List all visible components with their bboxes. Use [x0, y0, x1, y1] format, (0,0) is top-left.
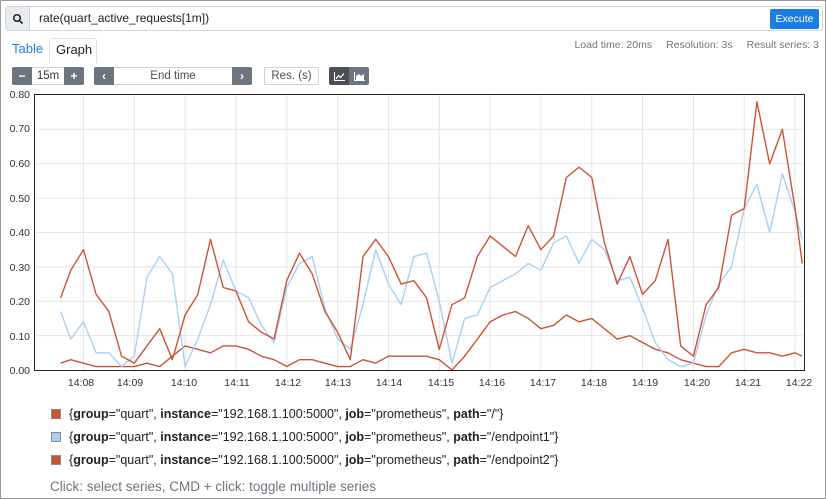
- x-tick-label: 14:17: [529, 377, 557, 389]
- legend-item[interactable]: {group="quart", instance="192.168.1.100:…: [51, 406, 503, 422]
- search-icon[interactable]: [6, 7, 30, 30]
- y-tick-label: 0.00: [9, 365, 30, 377]
- x-tick-label: 14:08: [67, 377, 95, 389]
- y-tick-label: 0.80: [9, 89, 30, 101]
- x-tick-label: 14:12: [274, 377, 302, 389]
- tab-table[interactable]: Table: [12, 41, 44, 56]
- resolution: Resolution: 3s: [666, 39, 733, 51]
- y-tick-label: 0.10: [9, 331, 30, 343]
- decrease-range-button[interactable]: −: [12, 67, 32, 85]
- legend-swatch: [51, 455, 61, 465]
- x-tick-label: 14:18: [580, 377, 608, 389]
- previous-time-button[interactable]: ‹: [94, 67, 114, 85]
- legend-swatch: [51, 409, 61, 419]
- x-tick-label: 14:21: [734, 377, 762, 389]
- x-tick-label: 14:11: [224, 377, 250, 389]
- x-tick-label: 14:19: [631, 377, 659, 389]
- x-tick-label: 14:15: [427, 377, 455, 389]
- y-tick-label: 0.50: [9, 193, 30, 205]
- increase-range-button[interactable]: +: [64, 67, 84, 85]
- next-time-button[interactable]: ›: [232, 67, 252, 85]
- legend-hint: Click: select series, CMD + click: toggl…: [50, 479, 376, 494]
- series-line-1[interactable]: [59, 173, 803, 368]
- end-time-input[interactable]: End time: [114, 67, 232, 85]
- y-tick-label: 0.40: [9, 227, 30, 239]
- x-tick-label: 14:13: [324, 377, 352, 389]
- legend-label: {group="quart", instance="192.168.1.100:…: [69, 407, 504, 421]
- tab-graph[interactable]: Graph: [49, 38, 97, 63]
- legend-label: {group="quart", instance="192.168.1.100:…: [69, 453, 559, 467]
- x-tick-label: 14:22: [785, 377, 813, 389]
- result-series: Result series: 3: [746, 39, 819, 51]
- query-bar: rate(quart_active_requests[1m]) Execute: [5, 6, 823, 31]
- legend-item[interactable]: {group="quart", instance="192.168.1.100:…: [51, 452, 558, 468]
- query-stats: Load time: 20ms Resolution: 3s Result se…: [574, 39, 819, 51]
- line-chart-icon[interactable]: [329, 67, 349, 85]
- y-tick-label: 0.70: [9, 123, 30, 135]
- x-tick-label: 14:20: [683, 377, 711, 389]
- resolution-input[interactable]: Res. (s): [264, 67, 319, 85]
- graph-plot-area[interactable]: [34, 94, 805, 371]
- y-tick-label: 0.30: [9, 262, 30, 274]
- x-tick-label: 14:14: [375, 377, 403, 389]
- legend-item[interactable]: {group="quart", instance="192.168.1.100:…: [51, 429, 558, 445]
- x-tick-label: 14:10: [170, 377, 198, 389]
- legend-label: {group="quart", instance="192.168.1.100:…: [69, 430, 559, 444]
- range-input[interactable]: 15m: [32, 67, 64, 85]
- series-line-2[interactable]: [59, 101, 803, 364]
- legend-swatch: [51, 432, 61, 442]
- query-input[interactable]: rate(quart_active_requests[1m]): [39, 11, 210, 25]
- y-tick-label: 0.20: [9, 296, 30, 308]
- load-time: Load time: 20ms: [574, 39, 653, 51]
- x-tick-label: 14:16: [478, 377, 506, 389]
- stacked-chart-icon[interactable]: [349, 67, 369, 85]
- x-tick-label: 14:09: [116, 377, 144, 389]
- execute-button[interactable]: Execute: [770, 9, 819, 29]
- y-tick-label: 0.60: [9, 158, 30, 170]
